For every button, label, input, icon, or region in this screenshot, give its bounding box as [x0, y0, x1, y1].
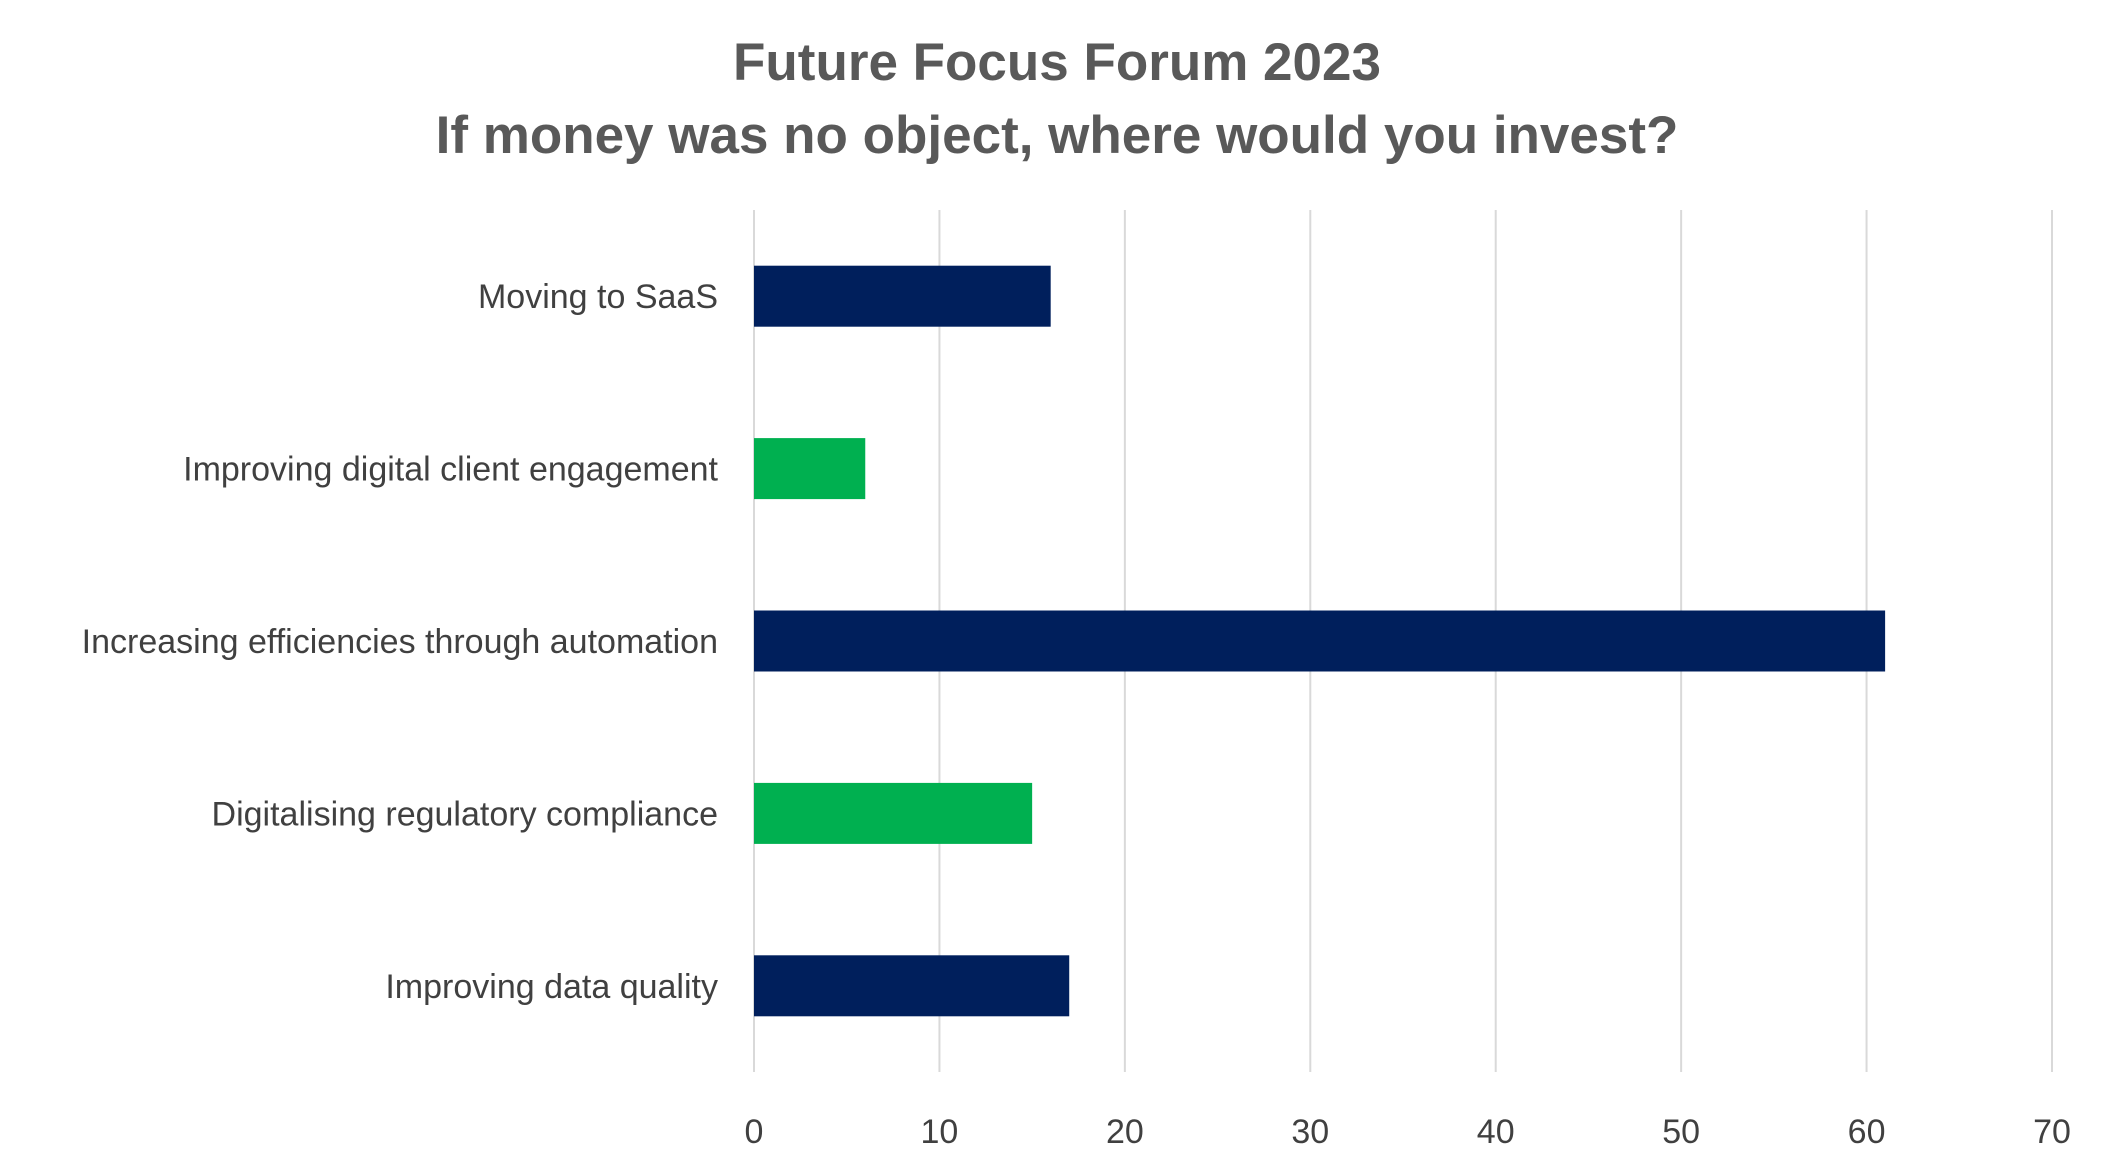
x-tick-label: 50: [1662, 1113, 1700, 1151]
bar: [754, 438, 866, 500]
x-tick-label: 30: [1291, 1113, 1329, 1151]
x-tick-label: 40: [1477, 1113, 1515, 1151]
bar: [754, 955, 1070, 1017]
category-label: Improving digital client engagement: [183, 451, 718, 489]
category-label: Increasing efficiencies through automati…: [82, 623, 718, 661]
chart-title-line-2: If money was no object, where would you …: [436, 106, 1679, 165]
category-labels: Moving to SaaS Improving digital client e…: [82, 278, 719, 1006]
chart-title-line-1: Future Focus Forum 2023: [733, 33, 1381, 92]
x-tick-labels: 0 10 20 30 40 50 60 70: [745, 1113, 2071, 1151]
category-label: Moving to SaaS: [478, 278, 718, 316]
bar: [754, 782, 1033, 844]
bars: [754, 265, 1886, 1017]
x-tick-label: 60: [1848, 1113, 1886, 1151]
x-tick-label: 10: [921, 1113, 959, 1151]
x-tick-label: 0: [745, 1113, 764, 1151]
x-tick-label: 70: [2033, 1113, 2071, 1151]
bar: [754, 610, 1886, 672]
chart-title: Future Focus Forum 2023 If money was no …: [436, 33, 1679, 165]
category-label: Digitalising regulatory compliance: [212, 795, 718, 833]
category-label: Improving data quality: [385, 968, 718, 1006]
x-tick-label: 20: [1106, 1113, 1144, 1151]
bar: [754, 265, 1051, 327]
